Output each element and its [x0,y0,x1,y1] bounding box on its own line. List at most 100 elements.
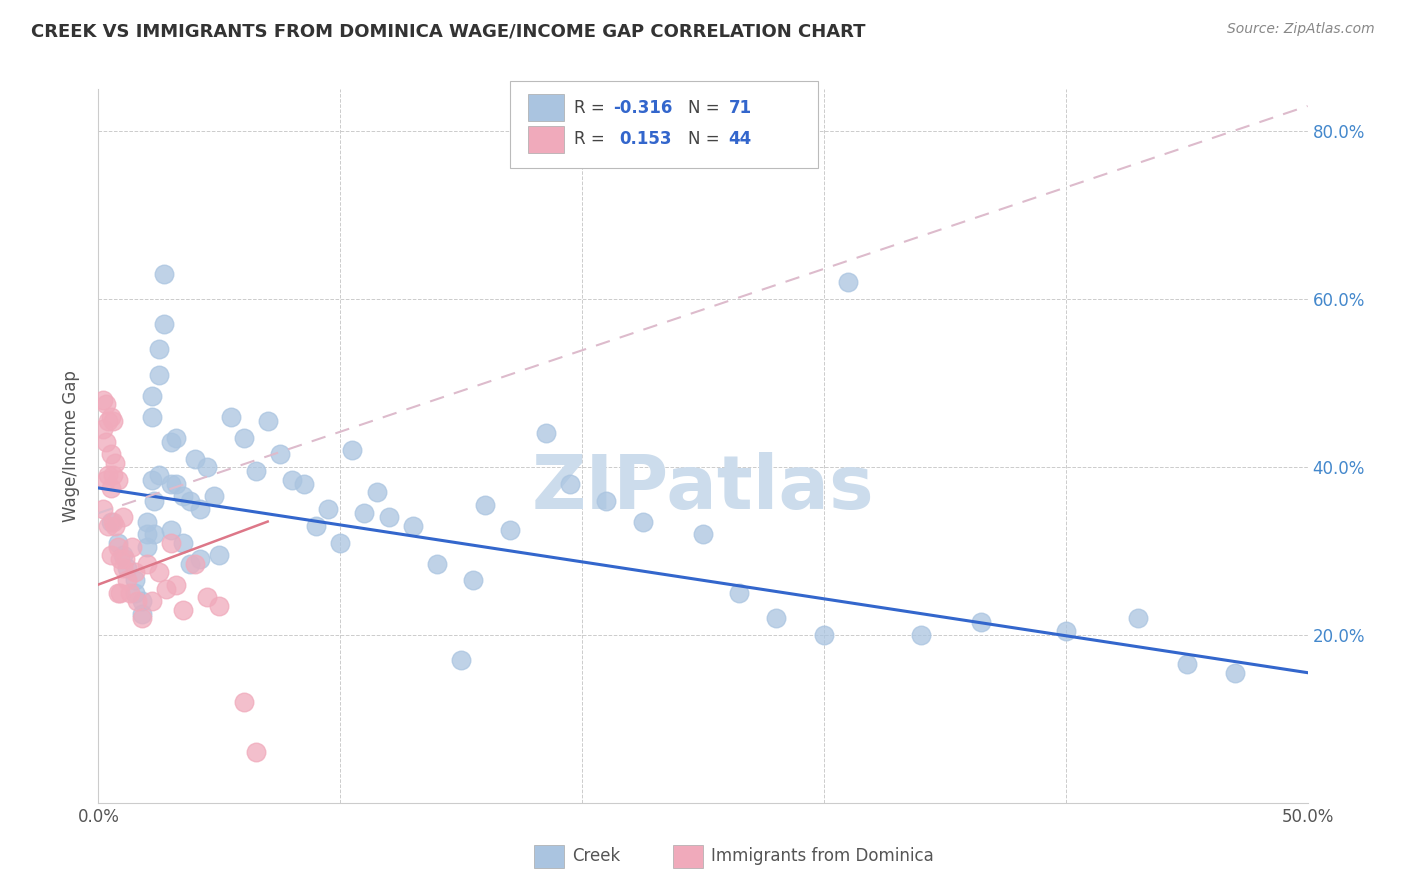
Point [91,502,114,516]
Point [765,611,787,625]
Point [342,443,364,458]
Point [160,434,183,449]
Point [692,527,714,541]
Point [728,586,751,600]
Point [148,343,170,357]
Point [108,552,131,566]
Point [329,535,352,549]
Point [256,414,278,428]
Text: R =: R = [574,99,610,117]
Point [184,557,207,571]
Point [135,527,157,541]
Point [141,389,163,403]
Point [91,422,114,436]
Point [195,460,218,475]
Point [910,628,932,642]
Point [204,489,226,503]
Point [91,392,114,407]
Point [141,594,163,608]
Point [595,493,617,508]
Text: ZIPatlas: ZIPatlas [531,452,875,525]
Point [107,473,129,487]
Point [104,456,127,470]
FancyBboxPatch shape [509,80,818,168]
Point [124,586,146,600]
Point [1223,665,1246,680]
Point [184,451,207,466]
Point [165,431,187,445]
Point [316,502,339,516]
Point [124,574,146,588]
Point [353,506,375,520]
Point [107,540,129,554]
Point [114,552,136,566]
Point [366,485,388,500]
Point [474,498,496,512]
Point [402,518,425,533]
Point [152,267,174,281]
Point [426,557,449,571]
Point [141,473,163,487]
Point [107,586,129,600]
Point [281,473,304,487]
Point [172,489,194,503]
Point [245,464,267,478]
Point [111,510,134,524]
Y-axis label: Wage/Income Gap: Wage/Income Gap [62,370,80,522]
Point [100,447,122,461]
Point [104,518,127,533]
Point [100,481,122,495]
Text: Creek: Creek [572,847,620,865]
Text: N =: N = [689,130,725,148]
Point [377,510,399,524]
Point [121,540,143,554]
Point [127,594,149,608]
FancyBboxPatch shape [527,95,564,121]
Point [188,552,211,566]
Point [152,318,174,332]
Point [124,565,146,579]
Text: CREEK VS IMMIGRANTS FROM DOMINICA WAGE/INCOME GAP CORRELATION CHART: CREEK VS IMMIGRANTS FROM DOMINICA WAGE/I… [31,22,866,40]
Point [195,590,218,604]
Point [101,468,124,483]
Point [165,476,187,491]
Point [131,607,153,621]
Point [631,515,654,529]
Text: 44: 44 [728,130,752,148]
Point [131,594,153,608]
Point [160,476,183,491]
Text: R =: R = [574,130,614,148]
Point [135,515,157,529]
Point [245,746,267,760]
Point [97,468,120,483]
Point [172,603,194,617]
Point [135,557,157,571]
Point [108,586,131,600]
Point [232,695,254,709]
Point [97,414,120,428]
Point [117,560,139,574]
Point [1128,611,1150,625]
Point [117,574,139,588]
Text: 71: 71 [728,99,752,117]
Point [100,409,122,424]
Point [118,586,141,600]
Point [94,434,117,449]
Point [111,548,134,562]
Point [160,523,183,537]
Point [179,557,201,571]
Point [305,518,328,533]
Point [100,548,122,562]
FancyBboxPatch shape [527,126,564,153]
Point [188,502,211,516]
Point [148,565,170,579]
Text: -0.316: -0.316 [613,99,673,117]
Point [232,431,254,445]
Point [165,577,187,591]
Point [172,535,194,549]
Point [558,476,581,491]
Point [970,615,993,630]
Point [208,548,231,562]
Point [141,409,163,424]
Point [269,447,291,461]
